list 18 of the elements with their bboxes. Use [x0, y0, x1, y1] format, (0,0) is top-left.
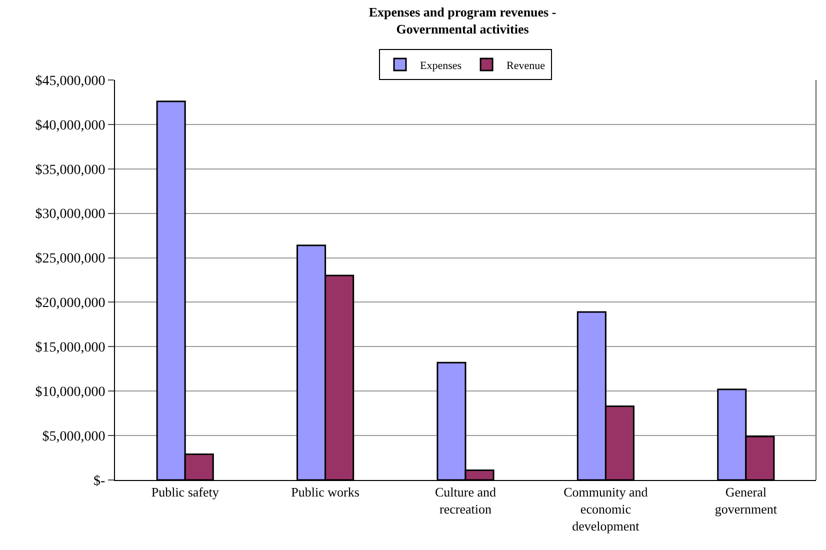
x-tick-label: General government: [714, 484, 778, 516]
y-tick-label: $5,000,000: [42, 429, 106, 444]
y-tick-label: $-: [94, 474, 106, 489]
legend-label: Expenses: [420, 60, 462, 72]
x-tick-label: Culture and recreation: [434, 484, 497, 516]
y-tick-label: $20,000,000: [35, 296, 106, 312]
chart-title: Expenses and program revenues - Governmental activities: [368, 4, 556, 36]
y-tick-label: $40,000,000: [35, 118, 106, 134]
y-tick-label: $35,000,000: [35, 162, 106, 178]
x-tick-label: Public safety: [151, 484, 220, 500]
y-tick-label: $45,000,000: [35, 74, 106, 89]
legend-label: Revenue: [506, 60, 546, 72]
y-tick-label: $15,000,000: [35, 340, 106, 356]
y-tick-label: $30,000,000: [35, 207, 106, 222]
x-tick-label: Community and economic development: [564, 484, 648, 534]
x-tick-label: Public works: [291, 484, 360, 500]
y-tick-label: $25,000,000: [35, 252, 106, 267]
y-tick-label: $10,000,000: [35, 385, 106, 400]
